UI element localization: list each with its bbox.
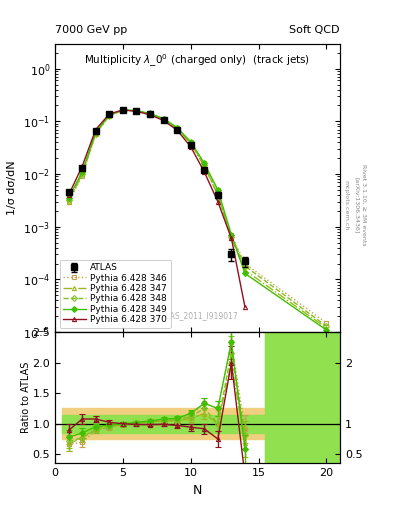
Pythia 6.428 347: [80, 171, 84, 177]
Pythia 6.428 347: [229, 236, 234, 242]
Pythia 6.428 370: [80, 163, 84, 169]
Pythia 6.428 370: [215, 199, 220, 205]
Pythia 6.428 346: [121, 108, 125, 114]
Pythia 6.428 346: [229, 232, 234, 238]
Pythia 6.428 346: [175, 125, 180, 131]
Pythia 6.428 349: [188, 139, 193, 145]
Pythia 6.428 348: [161, 116, 166, 122]
Pythia 6.428 370: [66, 192, 71, 198]
Pythia 6.428 348: [107, 113, 112, 119]
Pythia 6.428 347: [66, 199, 71, 205]
Pythia 6.428 346: [202, 160, 207, 166]
Pythia 6.428 348: [134, 108, 139, 114]
Pythia 6.428 347: [242, 267, 247, 273]
Pythia 6.428 370: [188, 144, 193, 150]
Pythia 6.428 349: [80, 169, 84, 175]
Text: ATLAS_2011_I919017: ATLAS_2011_I919017: [156, 312, 239, 321]
Pythia 6.428 370: [134, 108, 139, 114]
Pythia 6.428 370: [148, 112, 152, 118]
Pythia 6.428 346: [66, 199, 71, 205]
Text: Rivet 3.1.10, ≥ 3M events: Rivet 3.1.10, ≥ 3M events: [362, 164, 367, 246]
Pythia 6.428 347: [175, 125, 180, 132]
Text: Soft QCD: Soft QCD: [290, 25, 340, 35]
Pythia 6.428 349: [66, 195, 71, 201]
Pythia 6.428 348: [148, 111, 152, 117]
Pythia 6.428 370: [175, 127, 180, 133]
Pythia 6.428 348: [121, 107, 125, 113]
Pythia 6.428 346: [324, 320, 329, 326]
Pythia 6.428 347: [134, 108, 139, 114]
Pythia 6.428 349: [107, 112, 112, 118]
Pythia 6.428 347: [202, 163, 207, 169]
Pythia 6.428 348: [94, 131, 98, 137]
Pythia 6.428 347: [121, 107, 125, 113]
Pythia 6.428 349: [202, 160, 207, 166]
Pythia 6.428 348: [242, 263, 247, 269]
Pythia 6.428 349: [324, 327, 329, 333]
Pythia 6.428 348: [188, 140, 193, 146]
Pythia 6.428 370: [202, 169, 207, 175]
Pythia 6.428 348: [229, 233, 234, 240]
Pythia 6.428 346: [134, 108, 139, 114]
Pythia 6.428 370: [121, 107, 125, 113]
Text: mcplots.cern.ch: mcplots.cern.ch: [344, 180, 349, 230]
Pythia 6.428 349: [242, 270, 247, 276]
Pythia 6.428 346: [107, 113, 112, 119]
Line: Pythia 6.428 346: Pythia 6.428 346: [66, 109, 329, 325]
Pythia 6.428 348: [324, 323, 329, 329]
Text: Multiplicity $\lambda\_0^0$ (charged only)  (track jets): Multiplicity $\lambda\_0^0$ (charged onl…: [84, 52, 310, 69]
Pythia 6.428 347: [94, 130, 98, 136]
Pythia 6.428 347: [324, 325, 329, 331]
Line: Pythia 6.428 349: Pythia 6.428 349: [66, 108, 329, 332]
Pythia 6.428 349: [175, 124, 180, 131]
Pythia 6.428 346: [188, 139, 193, 145]
Text: 7000 GeV pp: 7000 GeV pp: [55, 25, 127, 35]
Pythia 6.428 348: [66, 197, 71, 203]
Pythia 6.428 347: [215, 192, 220, 198]
Pythia 6.428 349: [94, 129, 98, 135]
Pythia 6.428 347: [161, 116, 166, 122]
Pythia 6.428 348: [175, 125, 180, 131]
Pythia 6.428 348: [202, 162, 207, 168]
Pythia 6.428 370: [229, 236, 234, 242]
Pythia 6.428 346: [80, 174, 84, 180]
Pythia 6.428 349: [121, 107, 125, 113]
Pythia 6.428 349: [229, 232, 234, 238]
Pythia 6.428 347: [188, 140, 193, 146]
Pythia 6.428 349: [215, 187, 220, 193]
Pythia 6.428 349: [134, 108, 139, 114]
Pythia 6.428 346: [148, 111, 152, 117]
Pythia 6.428 346: [215, 187, 220, 193]
Pythia 6.428 348: [80, 171, 84, 177]
Pythia 6.428 349: [148, 111, 152, 117]
Pythia 6.428 347: [148, 111, 152, 117]
Pythia 6.428 370: [94, 126, 98, 133]
Y-axis label: Ratio to ATLAS: Ratio to ATLAS: [21, 362, 31, 434]
Pythia 6.428 348: [215, 192, 220, 198]
Pythia 6.428 370: [107, 111, 112, 117]
Line: Pythia 6.428 348: Pythia 6.428 348: [66, 108, 329, 328]
Line: Pythia 6.428 347: Pythia 6.428 347: [66, 108, 329, 330]
Legend: ATLAS, Pythia 6.428 346, Pythia 6.428 347, Pythia 6.428 348, Pythia 6.428 349, P: ATLAS, Pythia 6.428 346, Pythia 6.428 34…: [59, 260, 171, 328]
Text: [arXiv:1306.3436]: [arXiv:1306.3436]: [354, 177, 359, 233]
Y-axis label: 1/σ dσ/dN: 1/σ dσ/dN: [7, 161, 17, 215]
Pythia 6.428 346: [242, 261, 247, 267]
Pythia 6.428 370: [161, 117, 166, 123]
Line: Pythia 6.428 370: Pythia 6.428 370: [66, 108, 247, 309]
Pythia 6.428 346: [161, 116, 166, 122]
X-axis label: N: N: [193, 484, 202, 497]
Pythia 6.428 349: [161, 116, 166, 122]
Pythia 6.428 370: [242, 304, 247, 310]
Pythia 6.428 347: [107, 112, 112, 118]
Pythia 6.428 346: [94, 131, 98, 137]
